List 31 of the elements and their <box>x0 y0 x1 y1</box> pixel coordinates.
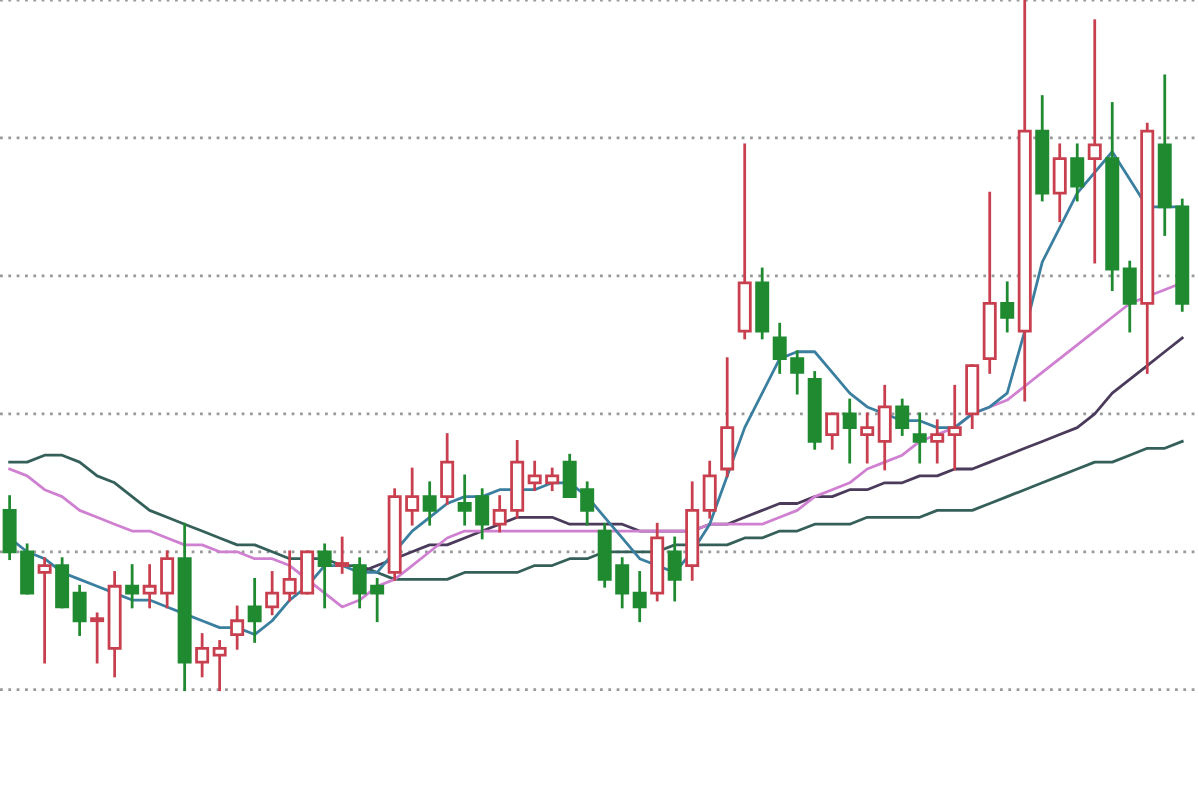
candlestick <box>1000 281 1015 333</box>
candlestick <box>860 412 875 464</box>
candlestick <box>212 640 227 692</box>
candlestick <box>335 536 350 574</box>
candlestick <box>930 419 945 464</box>
candlestick <box>422 481 437 526</box>
candlestick <box>720 357 735 478</box>
candlestick <box>72 584 87 636</box>
candlestick <box>877 384 892 471</box>
candlestick <box>842 398 857 464</box>
candlestick <box>1122 260 1137 333</box>
candlestick <box>265 571 280 616</box>
candlestick <box>55 557 70 609</box>
candlestick <box>632 571 647 623</box>
candlestick <box>247 577 262 643</box>
candlestick <box>895 398 910 436</box>
candlestick <box>317 543 332 609</box>
candlestick <box>90 612 105 664</box>
candlestick <box>702 460 717 519</box>
candlestick <box>37 557 52 664</box>
candlestick <box>1070 143 1085 202</box>
candlestick <box>440 433 455 505</box>
candlestick <box>1087 19 1102 264</box>
candlestick <box>230 605 245 650</box>
candlestick <box>667 536 682 602</box>
candlestick <box>1052 143 1067 223</box>
candlestick <box>125 564 140 609</box>
candlestick <box>825 412 840 450</box>
candlestick <box>912 412 927 464</box>
candlestick <box>195 633 210 678</box>
candlestick <box>947 384 962 471</box>
